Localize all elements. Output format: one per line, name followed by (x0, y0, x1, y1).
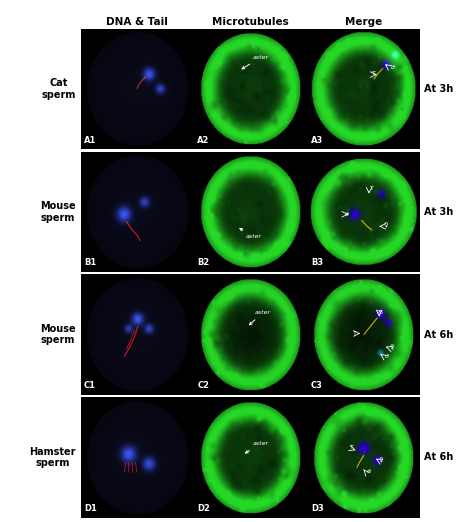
Text: At 6h: At 6h (424, 330, 454, 340)
Text: Mouse
sperm: Mouse sperm (40, 201, 76, 223)
Text: aster: aster (242, 55, 268, 69)
Text: At 3h: At 3h (424, 207, 454, 217)
Text: $\hat{\sigma}$: $\hat{\sigma}$ (345, 210, 351, 219)
Text: ♀: ♀ (378, 458, 383, 464)
Text: B3: B3 (311, 258, 323, 267)
Text: T: T (370, 186, 374, 191)
Text: ♀: ♀ (383, 223, 388, 229)
Text: C1: C1 (84, 381, 96, 390)
Text: D3: D3 (311, 504, 324, 513)
Text: At 6h: At 6h (424, 453, 454, 462)
Text: C3: C3 (311, 381, 323, 390)
Text: T: T (373, 70, 376, 76)
Text: At 3h: At 3h (424, 84, 454, 94)
Text: DNA & Tail: DNA & Tail (106, 17, 167, 27)
Text: A2: A2 (197, 136, 210, 145)
Text: T: T (354, 330, 357, 336)
Text: C2: C2 (197, 381, 210, 390)
Text: T: T (350, 445, 354, 450)
Text: PB: PB (377, 310, 384, 315)
Text: aster: aster (240, 229, 262, 240)
Text: Microtubules: Microtubules (212, 17, 288, 27)
Text: Cat
sperm: Cat sperm (41, 78, 76, 100)
Text: B2: B2 (197, 258, 210, 267)
Text: aster: aster (246, 442, 268, 453)
Text: $\hat{\sigma}$: $\hat{\sigma}$ (383, 352, 390, 361)
Text: Mouse
sperm: Mouse sperm (40, 324, 76, 346)
Text: Hamster
sperm: Hamster sperm (29, 447, 76, 468)
Text: D2: D2 (197, 504, 210, 513)
Text: Merge: Merge (345, 17, 382, 27)
Text: B1: B1 (84, 258, 96, 267)
Text: $\hat{\sigma}$: $\hat{\sigma}$ (391, 63, 396, 72)
Text: D1: D1 (84, 504, 97, 513)
Text: A1: A1 (84, 136, 96, 145)
Text: aster: aster (249, 310, 271, 325)
Text: $\hat{\sigma}$: $\hat{\sigma}$ (366, 468, 372, 477)
Text: ♀: ♀ (389, 345, 394, 350)
Text: A3: A3 (311, 136, 323, 145)
